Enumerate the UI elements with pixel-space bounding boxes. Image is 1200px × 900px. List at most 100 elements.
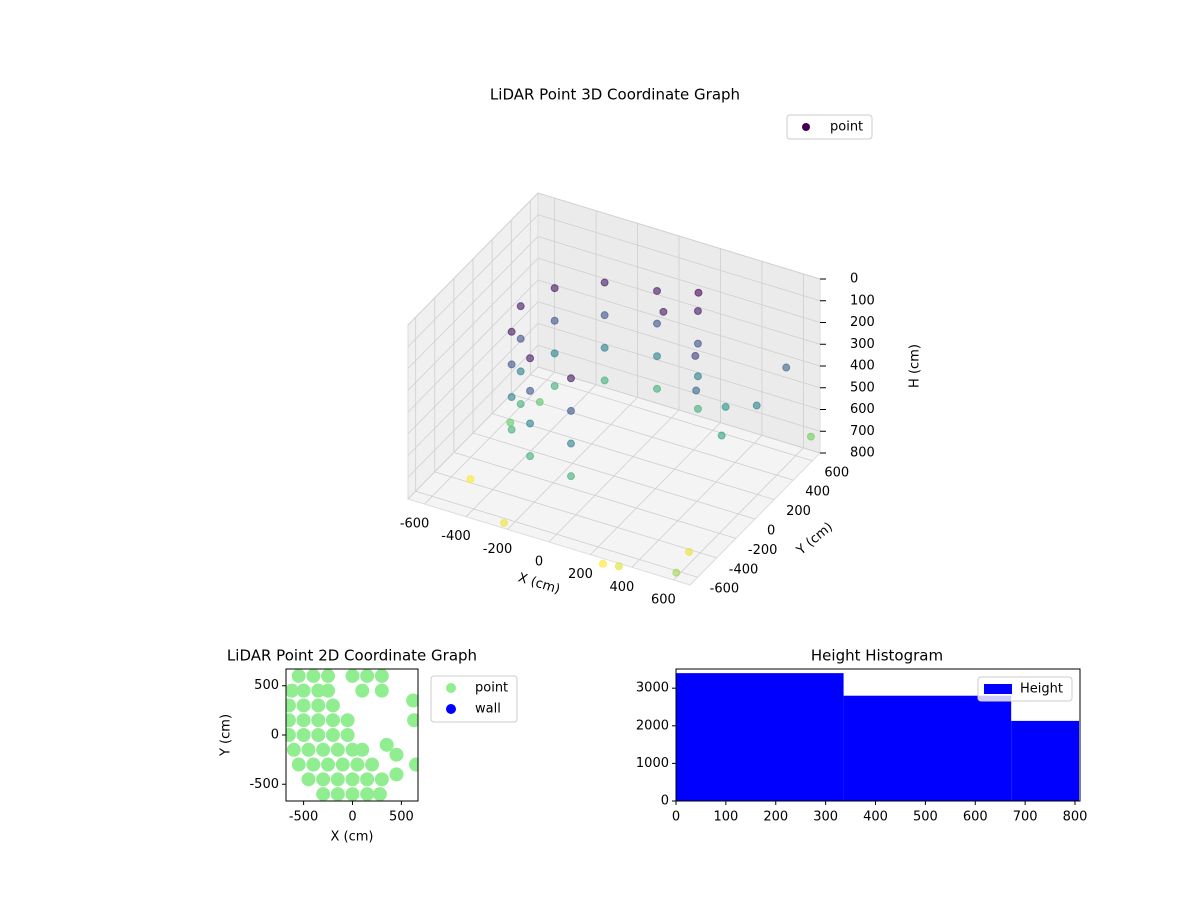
point bbox=[301, 772, 316, 787]
point bbox=[365, 757, 380, 772]
point bbox=[374, 772, 389, 787]
point bbox=[526, 419, 535, 428]
legend-label: wall bbox=[475, 702, 501, 717]
point bbox=[406, 693, 418, 708]
y-tick-label: 500 bbox=[254, 678, 279, 693]
chart-title: Height Histogram bbox=[811, 647, 943, 665]
x-tick-label: 500 bbox=[913, 810, 938, 825]
axes-frame bbox=[675, 668, 1081, 802]
grid-line bbox=[511, 393, 794, 481]
grid-line bbox=[407, 344, 539, 478]
point bbox=[321, 669, 336, 683]
x-tick-label: 100 bbox=[713, 810, 738, 825]
point bbox=[566, 406, 575, 415]
point bbox=[372, 787, 387, 801]
point bbox=[692, 386, 701, 395]
chart-title: LiDAR Point 2D Coordinate Graph bbox=[227, 647, 477, 665]
point bbox=[345, 787, 360, 801]
point bbox=[389, 767, 404, 782]
point bbox=[291, 757, 306, 772]
x-tick-label: 0 bbox=[535, 555, 543, 570]
x-tick-label: 0 bbox=[672, 810, 680, 825]
legend-label: point bbox=[830, 120, 863, 135]
point bbox=[721, 402, 730, 411]
grid-line bbox=[407, 236, 539, 369]
point bbox=[614, 562, 623, 571]
grid-line bbox=[537, 257, 821, 345]
z-axis-label: H (cm) bbox=[908, 344, 923, 388]
point bbox=[600, 311, 609, 320]
point bbox=[321, 757, 336, 772]
point bbox=[600, 376, 609, 385]
point bbox=[316, 787, 331, 801]
y-tick-label: -400 bbox=[729, 562, 759, 577]
bar bbox=[676, 673, 844, 801]
point bbox=[653, 319, 662, 328]
grid-line bbox=[453, 452, 736, 539]
point bbox=[296, 728, 311, 742]
grid-line bbox=[407, 366, 539, 500]
z-tick-label: 400 bbox=[850, 359, 875, 374]
grid-line bbox=[492, 413, 775, 500]
point bbox=[311, 728, 326, 742]
point bbox=[566, 374, 575, 383]
y-tick-label: 0 bbox=[661, 794, 669, 809]
grid-line bbox=[434, 471, 717, 559]
point bbox=[345, 669, 360, 683]
point bbox=[311, 698, 326, 713]
point bbox=[506, 418, 515, 427]
point bbox=[325, 728, 340, 742]
point bbox=[691, 351, 700, 360]
point bbox=[507, 360, 516, 369]
point bbox=[306, 669, 321, 683]
x-tick-label: 600 bbox=[963, 810, 988, 825]
y-tick-label: 400 bbox=[805, 485, 830, 500]
point bbox=[566, 472, 575, 481]
point bbox=[600, 343, 609, 352]
x-tick-label: 400 bbox=[610, 580, 635, 595]
point bbox=[286, 683, 299, 698]
point bbox=[389, 747, 404, 762]
point bbox=[316, 742, 331, 757]
grid-line bbox=[537, 214, 821, 302]
bar bbox=[1011, 720, 1080, 801]
point bbox=[296, 698, 311, 713]
point bbox=[653, 286, 662, 295]
point bbox=[286, 728, 296, 742]
point bbox=[360, 772, 375, 787]
y-tick-label: 0 bbox=[767, 524, 775, 539]
grid-line bbox=[537, 366, 821, 454]
point bbox=[600, 278, 609, 287]
x-tick-label: -600 bbox=[400, 517, 430, 532]
legend-box bbox=[430, 675, 518, 723]
point bbox=[507, 393, 516, 402]
y-tick-label: 200 bbox=[786, 504, 811, 519]
point bbox=[516, 302, 525, 311]
point bbox=[360, 669, 375, 683]
z-tick-label: 700 bbox=[850, 424, 875, 439]
point bbox=[693, 307, 702, 315]
point bbox=[379, 737, 394, 752]
x-tick-label: 800 bbox=[1063, 810, 1088, 825]
legend-marker bbox=[446, 704, 456, 714]
point bbox=[325, 698, 340, 713]
point bbox=[550, 284, 559, 293]
point bbox=[325, 713, 340, 728]
grid-line bbox=[415, 490, 698, 578]
point bbox=[311, 713, 326, 728]
point bbox=[566, 439, 575, 448]
point bbox=[806, 432, 815, 441]
point bbox=[360, 787, 375, 801]
z-tick-label: 500 bbox=[850, 380, 875, 395]
point bbox=[409, 757, 418, 772]
y-axis-label: Y (cm) bbox=[219, 714, 234, 757]
point bbox=[672, 568, 681, 577]
x-tick-label: -500 bbox=[289, 810, 319, 825]
point bbox=[321, 683, 336, 698]
point bbox=[345, 742, 360, 757]
plot-area bbox=[286, 669, 418, 801]
grid-line bbox=[407, 323, 539, 456]
point bbox=[694, 288, 703, 297]
point bbox=[516, 334, 525, 343]
